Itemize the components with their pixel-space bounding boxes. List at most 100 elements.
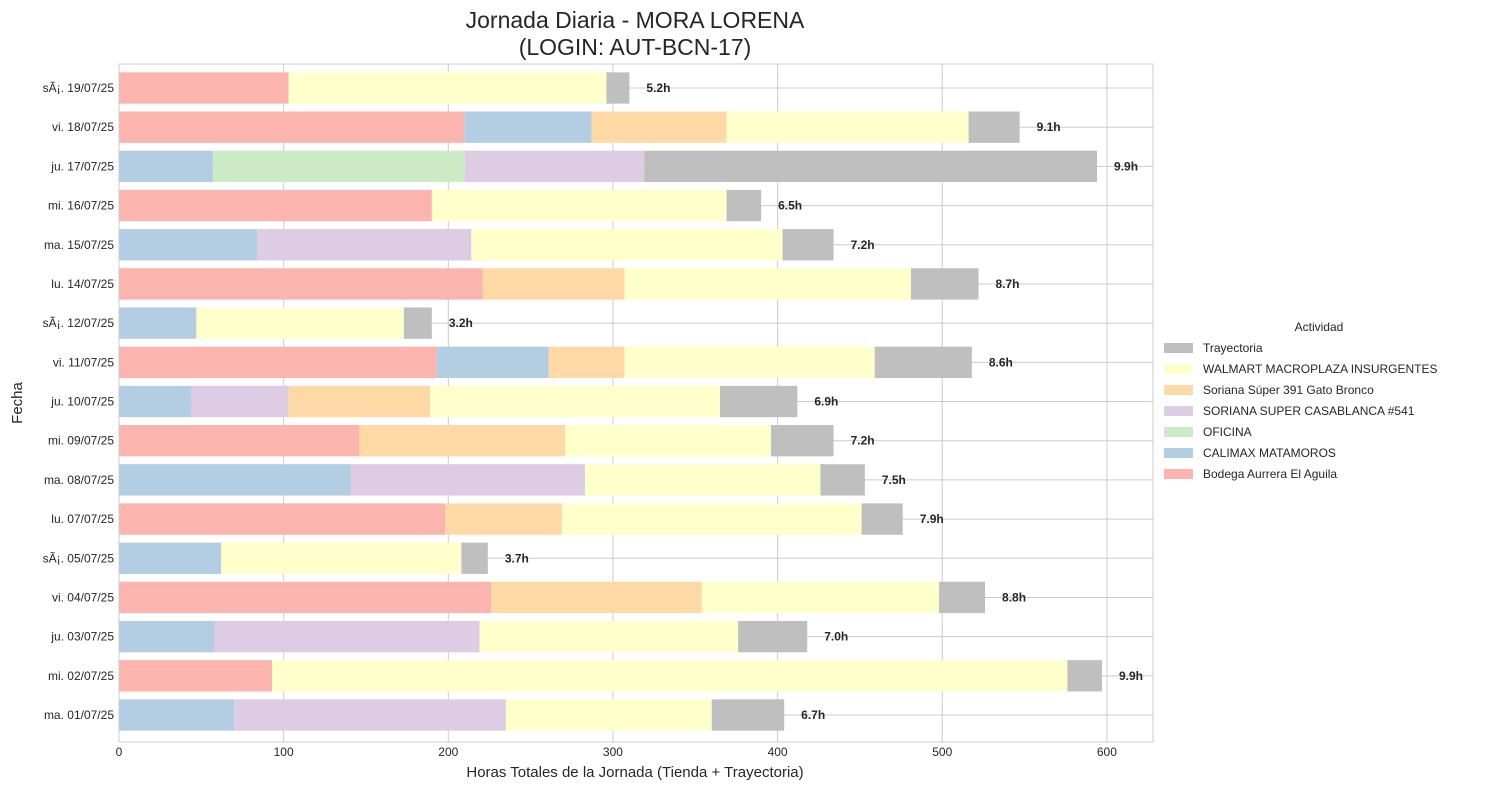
- bar-segment: [771, 425, 834, 457]
- y-tick-label: mi. 02/07/25: [48, 669, 114, 683]
- bar-segment: [119, 620, 215, 653]
- bar-segment: [119, 229, 258, 261]
- bar-segment: [505, 699, 712, 731]
- bar-segment: [726, 189, 762, 222]
- y-tick-label: vi. 18/07/25: [52, 120, 114, 134]
- bar-segment: [288, 72, 607, 104]
- bar-segment: [738, 620, 808, 653]
- bar-segment: [464, 150, 645, 183]
- x-tick-label: 400: [768, 745, 788, 759]
- total-label: 8.8h: [1002, 590, 1026, 604]
- y-tick-label: mi. 09/07/25: [48, 434, 114, 448]
- total-label: 8.6h: [989, 355, 1013, 369]
- bar-segment: [288, 385, 431, 418]
- y-tick-label: sÃ¡. 12/07/25: [43, 316, 115, 330]
- bar-segment: [119, 72, 289, 104]
- y-tick-label: ju. 17/07/25: [50, 159, 114, 173]
- legend-swatch: [1164, 448, 1193, 458]
- legend-swatch: [1164, 406, 1193, 416]
- y-tick-label: sÃ¡. 19/07/25: [43, 81, 115, 95]
- bar-segment: [445, 503, 562, 535]
- bar-segment: [359, 425, 566, 457]
- legend-entry: WALMART MACROPLAZA INSURGENTES: [1203, 362, 1438, 376]
- legend-entry: SORIANA SUPER CASABLANCA #541: [1203, 404, 1415, 418]
- bar-segment: [726, 111, 969, 143]
- legend-entry: Trayectoria: [1203, 341, 1263, 355]
- legend-swatch: [1164, 385, 1193, 395]
- x-tick-label: 100: [274, 745, 294, 759]
- bar-segment: [565, 425, 772, 457]
- bar-segment: [221, 542, 462, 574]
- bar-segment: [119, 425, 360, 457]
- legend-title: Actividad: [1295, 320, 1344, 334]
- bar-segment: [644, 150, 1098, 183]
- bar-segment: [584, 464, 821, 496]
- x-tick-label: 200: [438, 745, 458, 759]
- y-tick-label: vi. 11/07/25: [53, 355, 114, 369]
- total-label: 9.9h: [1114, 159, 1138, 173]
- y-tick-label: ju. 03/07/25: [50, 630, 114, 644]
- total-label: 6.9h: [814, 395, 838, 409]
- legend-entry: Bodega Aurrera El Aguila: [1203, 467, 1337, 481]
- bar-segment: [430, 385, 720, 418]
- bar-segment: [119, 385, 192, 418]
- y-tick-label: mi. 16/07/25: [48, 199, 114, 213]
- legend-entry: CALIMAX MATAMOROS: [1203, 446, 1336, 460]
- y-tick-label: lu. 14/07/25: [51, 277, 114, 291]
- bar-segment: [968, 111, 1020, 143]
- bar-segment: [119, 307, 197, 339]
- bar-segment: [436, 346, 549, 378]
- total-label: 5.2h: [646, 81, 670, 95]
- bar-segment: [403, 307, 432, 339]
- bar-segment: [119, 111, 465, 143]
- x-axis-label: Horas Totales de la Jornada (Tienda + Tr…: [466, 764, 803, 781]
- bar-segment: [119, 699, 235, 731]
- total-labels: 5.2h 9.1h 9.9h 6.5h 7.2h 8.7h 3.2h 8.6h 6.9h 7.2h…: [449, 81, 1143, 722]
- y-tick-label: ma. 01/07/25: [44, 708, 114, 722]
- bar-segment: [119, 581, 492, 614]
- legend-swatch: [1164, 343, 1193, 353]
- bar-segment: [782, 229, 834, 261]
- bar-segment: [461, 542, 488, 574]
- bar-segment: [234, 699, 506, 731]
- y-tick-label: ma. 15/07/25: [44, 238, 114, 252]
- total-label: 9.9h: [1119, 669, 1143, 683]
- bar-segment: [548, 346, 625, 378]
- total-label: 6.5h: [778, 199, 802, 213]
- total-label: 6.7h: [801, 708, 825, 722]
- plot-frame: [118, 63, 1154, 743]
- bar-segment: [561, 503, 862, 535]
- bar-segment: [464, 111, 592, 143]
- bar-segment: [119, 268, 483, 300]
- y-tick-label: vi. 04/07/25: [52, 590, 114, 604]
- bar-segment: [257, 229, 472, 261]
- bar-segment: [191, 385, 289, 418]
- legend-swatch: [1164, 427, 1193, 437]
- y-tick-labels: sÃ¡. 19/07/25 vi. 18/07/25 ju. 17/07/25 mi.…: [43, 81, 115, 722]
- bar-segment: [861, 503, 903, 535]
- bar-segment: [491, 581, 702, 614]
- y-tick-label: lu. 07/07/25: [51, 512, 114, 526]
- bar-segment: [1067, 660, 1102, 692]
- bar-segment: [119, 150, 213, 183]
- chart-title-line2: (LOGIN: AUT-BCN-17): [519, 34, 752, 60]
- bar-segment: [624, 268, 911, 300]
- chart-title-line1: Jornada Diaria - MORA LORENA: [466, 7, 805, 33]
- bar-segment: [719, 385, 798, 418]
- bar-segment: [212, 150, 465, 183]
- bar-segment: [119, 464, 352, 496]
- legend: Actividad Trayectoria WALMART MACROPLAZA …: [1164, 320, 1438, 481]
- total-label: 7.9h: [920, 512, 944, 526]
- total-label: 7.0h: [824, 630, 848, 644]
- bar-segment: [119, 189, 432, 222]
- bar-segment: [938, 581, 986, 614]
- bar-segment: [591, 111, 727, 143]
- y-tick-label: ju. 10/07/25: [50, 395, 114, 409]
- total-label: 9.1h: [1037, 120, 1061, 134]
- bar-segment: [119, 660, 273, 692]
- y-tick-label: ma. 08/07/25: [44, 473, 114, 487]
- bar-segment: [272, 660, 1068, 692]
- x-tick-label: 300: [603, 745, 623, 759]
- total-label: 8.7h: [995, 277, 1019, 291]
